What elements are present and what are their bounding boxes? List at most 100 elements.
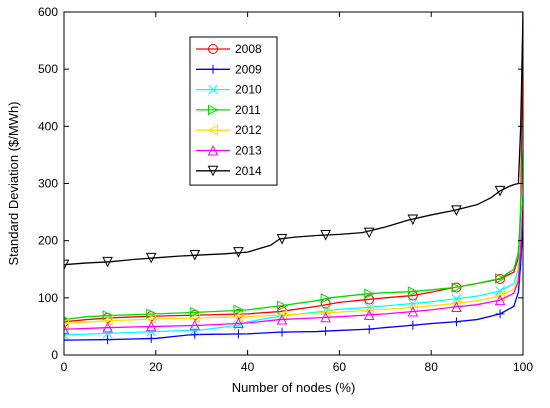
series-2012-marker — [64, 318, 69, 329]
series-2014-marker — [276, 233, 288, 245]
plot-area — [64, 12, 523, 355]
legend-item-2009: 2009 — [196, 62, 262, 76]
series-2011-marker — [277, 300, 288, 312]
series-2009-marker — [495, 309, 505, 319]
series-2009-marker — [277, 327, 287, 337]
series-2011-marker — [320, 293, 332, 304]
series-2012-marker — [494, 290, 506, 302]
series-2014-marker — [102, 256, 113, 268]
series-line-2008 — [64, 12, 523, 323]
legend-2014-marker — [207, 165, 219, 177]
series-line-2014 — [64, 12, 523, 266]
series-2010-marker — [451, 294, 462, 304]
series-2012-marker — [450, 298, 462, 309]
legend-2008-marker — [208, 44, 218, 54]
series-2012-marker — [363, 305, 375, 316]
series-line-2013 — [64, 206, 523, 330]
legend-2009-marker — [208, 64, 218, 74]
series-2011-marker — [495, 273, 506, 284]
legend-label: 2013 — [235, 144, 262, 158]
series-2011-marker — [189, 306, 201, 318]
x-tick-label: 20 — [149, 360, 163, 374]
series-2014-marker — [363, 227, 375, 239]
legend-2011-marker — [208, 104, 219, 116]
series-2011-marker — [364, 288, 375, 300]
legend: 2008 2009 2010 2011 2012 2013 2014 — [189, 36, 278, 186]
y-tick-label: 300 — [38, 177, 58, 191]
legend-item-2012: 2012 — [196, 123, 262, 137]
series-2009-marker — [364, 324, 374, 334]
y-tick-label: 100 — [38, 291, 58, 305]
y-tick-label: 0 — [51, 348, 58, 362]
series-2013-marker — [189, 319, 201, 331]
series-2011-marker — [146, 308, 157, 320]
legend-box — [189, 36, 278, 186]
series-2009-marker — [190, 329, 200, 339]
series-2011-marker — [451, 282, 463, 293]
series-2013-marker — [64, 323, 70, 335]
series-2012-marker — [320, 307, 331, 319]
legend-label: 2014 — [235, 164, 262, 178]
series-2014 — [64, 12, 523, 271]
series-2013-marker — [494, 294, 506, 306]
legend-2013-marker — [207, 144, 219, 156]
series-line-2009 — [64, 223, 523, 341]
series-2013-marker — [320, 311, 331, 323]
series-2012-marker — [407, 302, 418, 313]
series-2009-marker — [451, 317, 461, 327]
series-2010-marker — [233, 320, 244, 331]
legend-label: 2009 — [235, 62, 262, 76]
series-2014-marker — [407, 214, 419, 226]
series-2013-marker — [276, 313, 288, 325]
series-2011-marker — [407, 286, 419, 297]
series-2012-marker — [276, 309, 288, 321]
series-line-2010 — [64, 194, 523, 336]
series-2013-marker — [451, 301, 462, 312]
series-2014-marker — [189, 249, 201, 261]
series-2013 — [64, 206, 523, 335]
series-2009-marker — [64, 335, 69, 345]
legend-item-2010: 2010 — [196, 83, 262, 97]
series-2014-marker — [320, 229, 331, 241]
legend-label: 2010 — [235, 83, 262, 97]
series-2009-marker — [146, 333, 156, 343]
ticks-layer: 0 20 40 60 80 100 0 100 200 300 400 500 600 — [38, 5, 533, 374]
series-2014-marker — [451, 205, 462, 216]
series-layer — [64, 12, 523, 345]
series-2011 — [64, 149, 523, 323]
series-2009-marker — [103, 335, 113, 345]
series-2013-marker — [363, 309, 375, 320]
series-line-2012 — [64, 200, 523, 325]
y-tick-label: 200 — [38, 234, 58, 248]
x-tick-label: 40 — [241, 360, 255, 374]
x-tick-label: 80 — [425, 360, 439, 374]
series-line-2011 — [64, 149, 523, 321]
x-tick-label: 100 — [513, 360, 533, 374]
series-2009-marker — [233, 329, 243, 339]
legend-2012-marker — [207, 124, 218, 136]
x-tick-label: 60 — [333, 360, 347, 374]
series-2014-marker — [233, 247, 244, 258]
series-2009 — [64, 223, 523, 345]
y-tick-label: 600 — [38, 5, 58, 19]
series-2013-marker — [102, 321, 113, 333]
y-tick-label: 400 — [38, 119, 58, 133]
series-2011-marker — [102, 310, 114, 321]
series-2014-marker — [64, 259, 70, 271]
series-2010-marker — [64, 330, 69, 340]
legend-label: 2011 — [235, 103, 261, 117]
series-2013-marker — [407, 305, 419, 317]
y-axis-label: Standard Deviation ($/MWh) — [6, 101, 21, 265]
legend-2010-marker — [208, 84, 218, 95]
series-2013-marker — [233, 317, 244, 328]
legend-item-2013: 2013 — [196, 144, 262, 158]
legend-label: 2008 — [235, 42, 262, 56]
x-tick-label: 0 — [61, 360, 68, 374]
legend-item-2008: 2008 — [196, 42, 262, 56]
series-2010-marker — [102, 328, 113, 339]
series-2008-marker — [364, 294, 375, 305]
legend-label: 2012 — [235, 123, 262, 137]
y-tick-label: 500 — [38, 62, 58, 76]
